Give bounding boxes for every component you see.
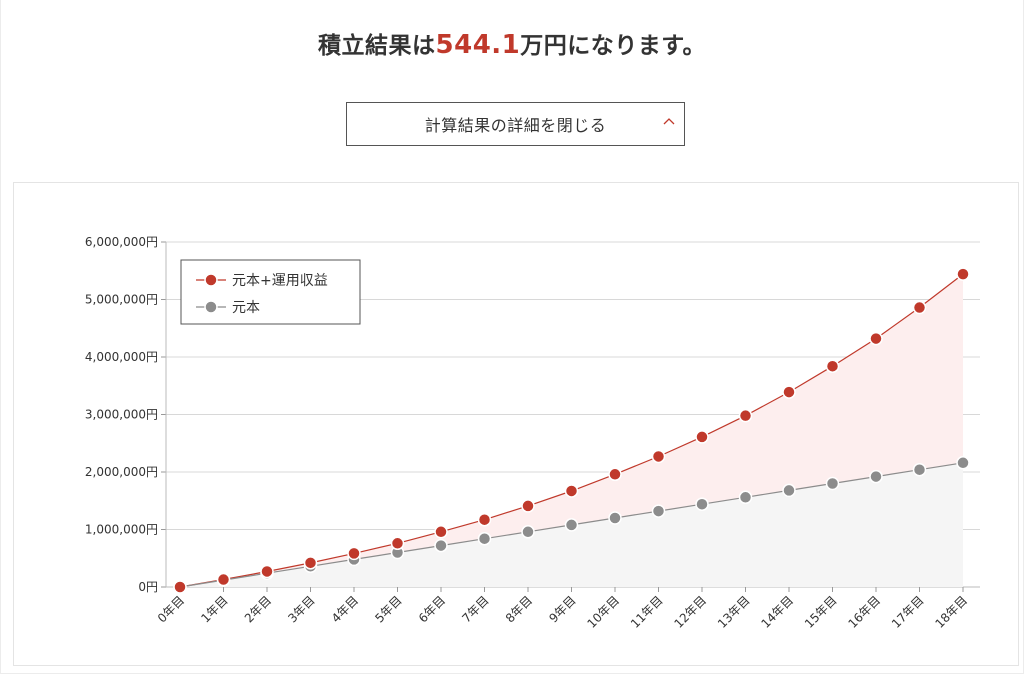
chart-panel: 0円 1,000,000円 2,000,000円 3,000,000円 4,000,00…: [13, 182, 1019, 666]
total-point: [216, 572, 231, 587]
principal-point: [825, 476, 840, 491]
y-tick-label: 6,000,000円: [85, 235, 158, 249]
x-tick-label: 12年目: [671, 593, 709, 631]
y-tick-label: 5,000,000円: [85, 293, 158, 307]
legend-marker: [204, 300, 218, 314]
principal-point: [782, 483, 796, 498]
total-point: [869, 331, 883, 346]
x-tick-label: 4年目: [329, 593, 361, 625]
total-point: [825, 359, 840, 373]
headline-suffix: 万円になります。: [520, 33, 706, 59]
x-tick-label: 18年目: [932, 593, 970, 631]
close-details-button[interactable]: 計算結果の詳細を閉じる: [346, 102, 685, 146]
principal-point: [956, 456, 970, 470]
x-tick-label: 16年目: [845, 593, 883, 631]
total-point: [260, 564, 274, 579]
y-tick-label: 3,000,000円: [85, 408, 158, 422]
legend-label: 元本: [232, 300, 260, 316]
total-point: [912, 300, 927, 315]
principal-point: [651, 504, 666, 518]
x-tick-label: 11年目: [628, 593, 666, 631]
total-point: [347, 546, 361, 561]
total-point: [303, 556, 318, 570]
principal-point: [564, 518, 579, 532]
total-point: [738, 408, 753, 423]
total-point: [651, 449, 666, 464]
legend-marker: [204, 273, 218, 287]
legend-box: [180, 259, 361, 325]
total-point: [782, 385, 796, 399]
result-amount: 544.1: [435, 30, 521, 60]
principal-point: [869, 469, 883, 484]
x-tick-label: 6年目: [416, 593, 448, 625]
x-tick-label: 14年目: [758, 593, 796, 631]
x-tick-label: 3年目: [285, 593, 317, 625]
result-headline: 積立結果は544.1万円になります。: [0, 26, 1024, 60]
y-tick-label: 1,000,000円: [85, 523, 158, 537]
total-point: [390, 536, 405, 551]
x-tick-label: 13年目: [715, 593, 753, 631]
y-tick-label: 4,000,000円: [85, 350, 158, 364]
total-point: [521, 499, 535, 513]
headline-prefix: 積立結果は: [318, 33, 436, 59]
principal-point: [912, 462, 927, 477]
total-point: [564, 484, 579, 498]
x-tick-label: 8年目: [503, 593, 535, 625]
principal-point: [738, 490, 753, 505]
growth-chart: 0円 1,000,000円 2,000,000円 3,000,000円 4,000,00…: [85, 235, 980, 631]
x-tick-label: 17年目: [889, 593, 927, 631]
x-tick-label: 5年目: [372, 593, 404, 625]
x-tick-label: 2年目: [242, 593, 274, 625]
total-point: [956, 267, 970, 281]
close-details-label: 計算結果の詳細を閉じる: [424, 116, 607, 135]
x-tick-label: 10年目: [584, 593, 622, 631]
principal-point: [521, 525, 535, 539]
principal-point: [434, 538, 448, 553]
total-point: [173, 580, 187, 594]
total-point: [477, 512, 492, 527]
total-point: [608, 467, 622, 482]
principal-point: [695, 497, 709, 511]
x-tick-label: 9年目: [546, 593, 578, 625]
x-tick-label: 0年目: [155, 593, 187, 625]
principal-point: [608, 511, 622, 525]
total-point: [434, 525, 448, 539]
principal-point: [477, 531, 492, 546]
x-tick-label: 1年目: [198, 593, 230, 625]
x-tick-label: 15年目: [802, 593, 840, 631]
chevron-up-icon: [663, 118, 675, 125]
total-point: [695, 430, 709, 444]
y-tick-label: 0円: [138, 580, 158, 594]
legend-label: 元本+運用収益: [232, 273, 328, 289]
y-tick-label: 2,000,000円: [85, 465, 158, 479]
x-tick-label: 7年目: [459, 593, 491, 625]
